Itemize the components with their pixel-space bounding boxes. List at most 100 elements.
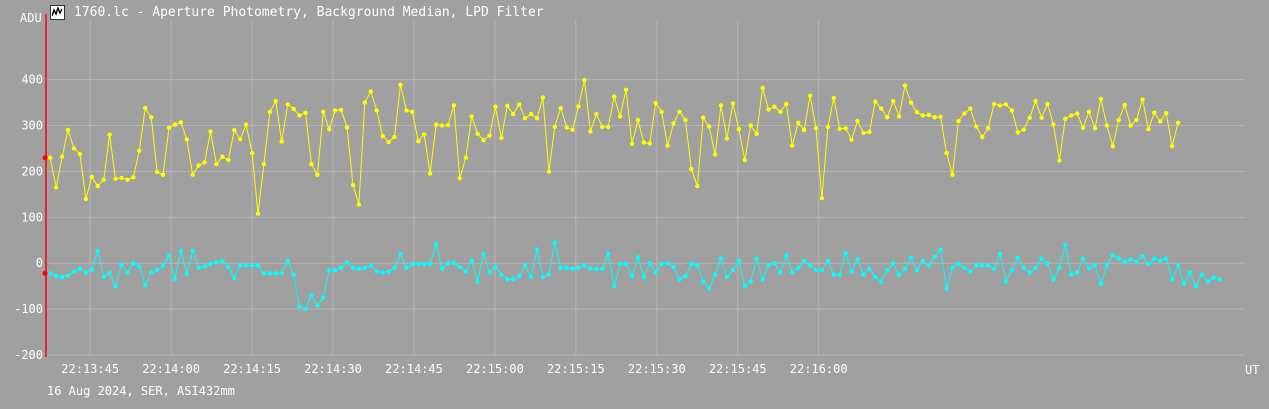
data-point: [386, 139, 391, 145]
data-point: [398, 82, 403, 87]
data-point: [831, 95, 836, 101]
data-point: [1033, 265, 1038, 270]
data-point: [843, 250, 848, 256]
data-point: [968, 269, 973, 274]
data-point: [59, 154, 65, 159]
data-point: [576, 265, 581, 270]
data-point: [1110, 252, 1116, 258]
data-point: [896, 272, 902, 277]
data-point: [196, 163, 201, 168]
y-axis-label: ADU: [20, 11, 42, 25]
data-point: [588, 266, 593, 271]
y-tick-label: 400: [21, 73, 43, 87]
data-point: [89, 267, 95, 272]
data-point: [962, 265, 967, 270]
data-point: [772, 261, 777, 266]
data-point: [149, 115, 154, 120]
data-point: [594, 111, 599, 117]
data-point: [677, 109, 682, 115]
data-point: [297, 113, 302, 118]
data-point: [683, 117, 688, 123]
data-point: [77, 151, 83, 157]
data-point: [511, 277, 516, 282]
data-point: [1122, 102, 1127, 108]
x-tick-label: 22:15:15: [547, 362, 605, 376]
data-point: [938, 247, 943, 252]
data-point: [125, 177, 130, 182]
x-tick-labels: 22:13:45 22:14:00 22:14:15 22:14:30 22:14:45…: [61, 362, 847, 376]
data-point: [71, 269, 77, 274]
series-line: [49, 241, 1220, 310]
data-point: [1027, 270, 1032, 275]
data-point: [540, 95, 546, 100]
data-point: [380, 270, 385, 275]
data-point: [695, 263, 700, 268]
data-point: [101, 177, 106, 182]
data-point: [956, 118, 961, 124]
data-point: [273, 99, 278, 104]
data-point: [1086, 109, 1092, 115]
data-point: [457, 264, 462, 270]
data-point: [505, 277, 510, 282]
data-point: [564, 265, 569, 270]
data-point: [333, 267, 338, 273]
data-point: [143, 283, 148, 288]
x-tick-label: 22:14:00: [142, 362, 200, 376]
data-point: [1098, 281, 1104, 287]
data-point: [451, 261, 457, 266]
data-point: [588, 129, 593, 134]
data-point: [974, 263, 979, 268]
data-point: [849, 269, 854, 274]
data-point: [1069, 113, 1074, 118]
data-point: [606, 251, 611, 257]
data-point: [706, 124, 712, 129]
data-point: [576, 104, 581, 109]
data-point: [974, 124, 979, 129]
data-point: [950, 265, 955, 270]
data-point: [754, 131, 759, 136]
data-point: [932, 115, 937, 120]
data-point: [380, 133, 385, 139]
data-point: [166, 125, 172, 130]
x-tick-label: 22:15:30: [628, 362, 686, 376]
data-point: [202, 264, 207, 269]
data-point: [831, 272, 836, 277]
data-point: [333, 108, 338, 113]
lightcurve-app-icon[interactable]: [50, 4, 65, 20]
data-point: [113, 284, 118, 289]
data-point: [600, 124, 605, 130]
data-point: [677, 277, 682, 282]
data-point: [1122, 259, 1127, 264]
data-point: [65, 127, 71, 133]
data-point: [309, 161, 314, 167]
data-point: [920, 258, 925, 264]
data-point: [1051, 277, 1056, 282]
data-point: [558, 265, 563, 270]
data-point: [1092, 126, 1098, 131]
data-point: [617, 114, 623, 119]
data-point: [226, 157, 231, 163]
data-point: [1158, 119, 1163, 124]
data-point: [706, 286, 712, 291]
data-point: [1164, 111, 1169, 116]
data-point: [594, 266, 599, 271]
data-point: [338, 265, 344, 270]
data-point: [48, 271, 53, 276]
data-point: [813, 267, 819, 273]
data-point: [742, 284, 747, 289]
data-point: [980, 134, 985, 140]
data-point: [534, 116, 540, 121]
data-point: [1033, 99, 1038, 104]
data-point: [629, 141, 635, 147]
data-point: [166, 253, 172, 259]
data-point: [819, 267, 825, 273]
data-point: [582, 263, 587, 268]
data-point: [683, 273, 688, 279]
data-point: [1009, 108, 1015, 113]
data-point: [825, 258, 831, 264]
data-point: [784, 253, 789, 258]
data-point: [600, 266, 605, 271]
data-point: [1063, 242, 1068, 248]
data-point: [143, 105, 148, 111]
